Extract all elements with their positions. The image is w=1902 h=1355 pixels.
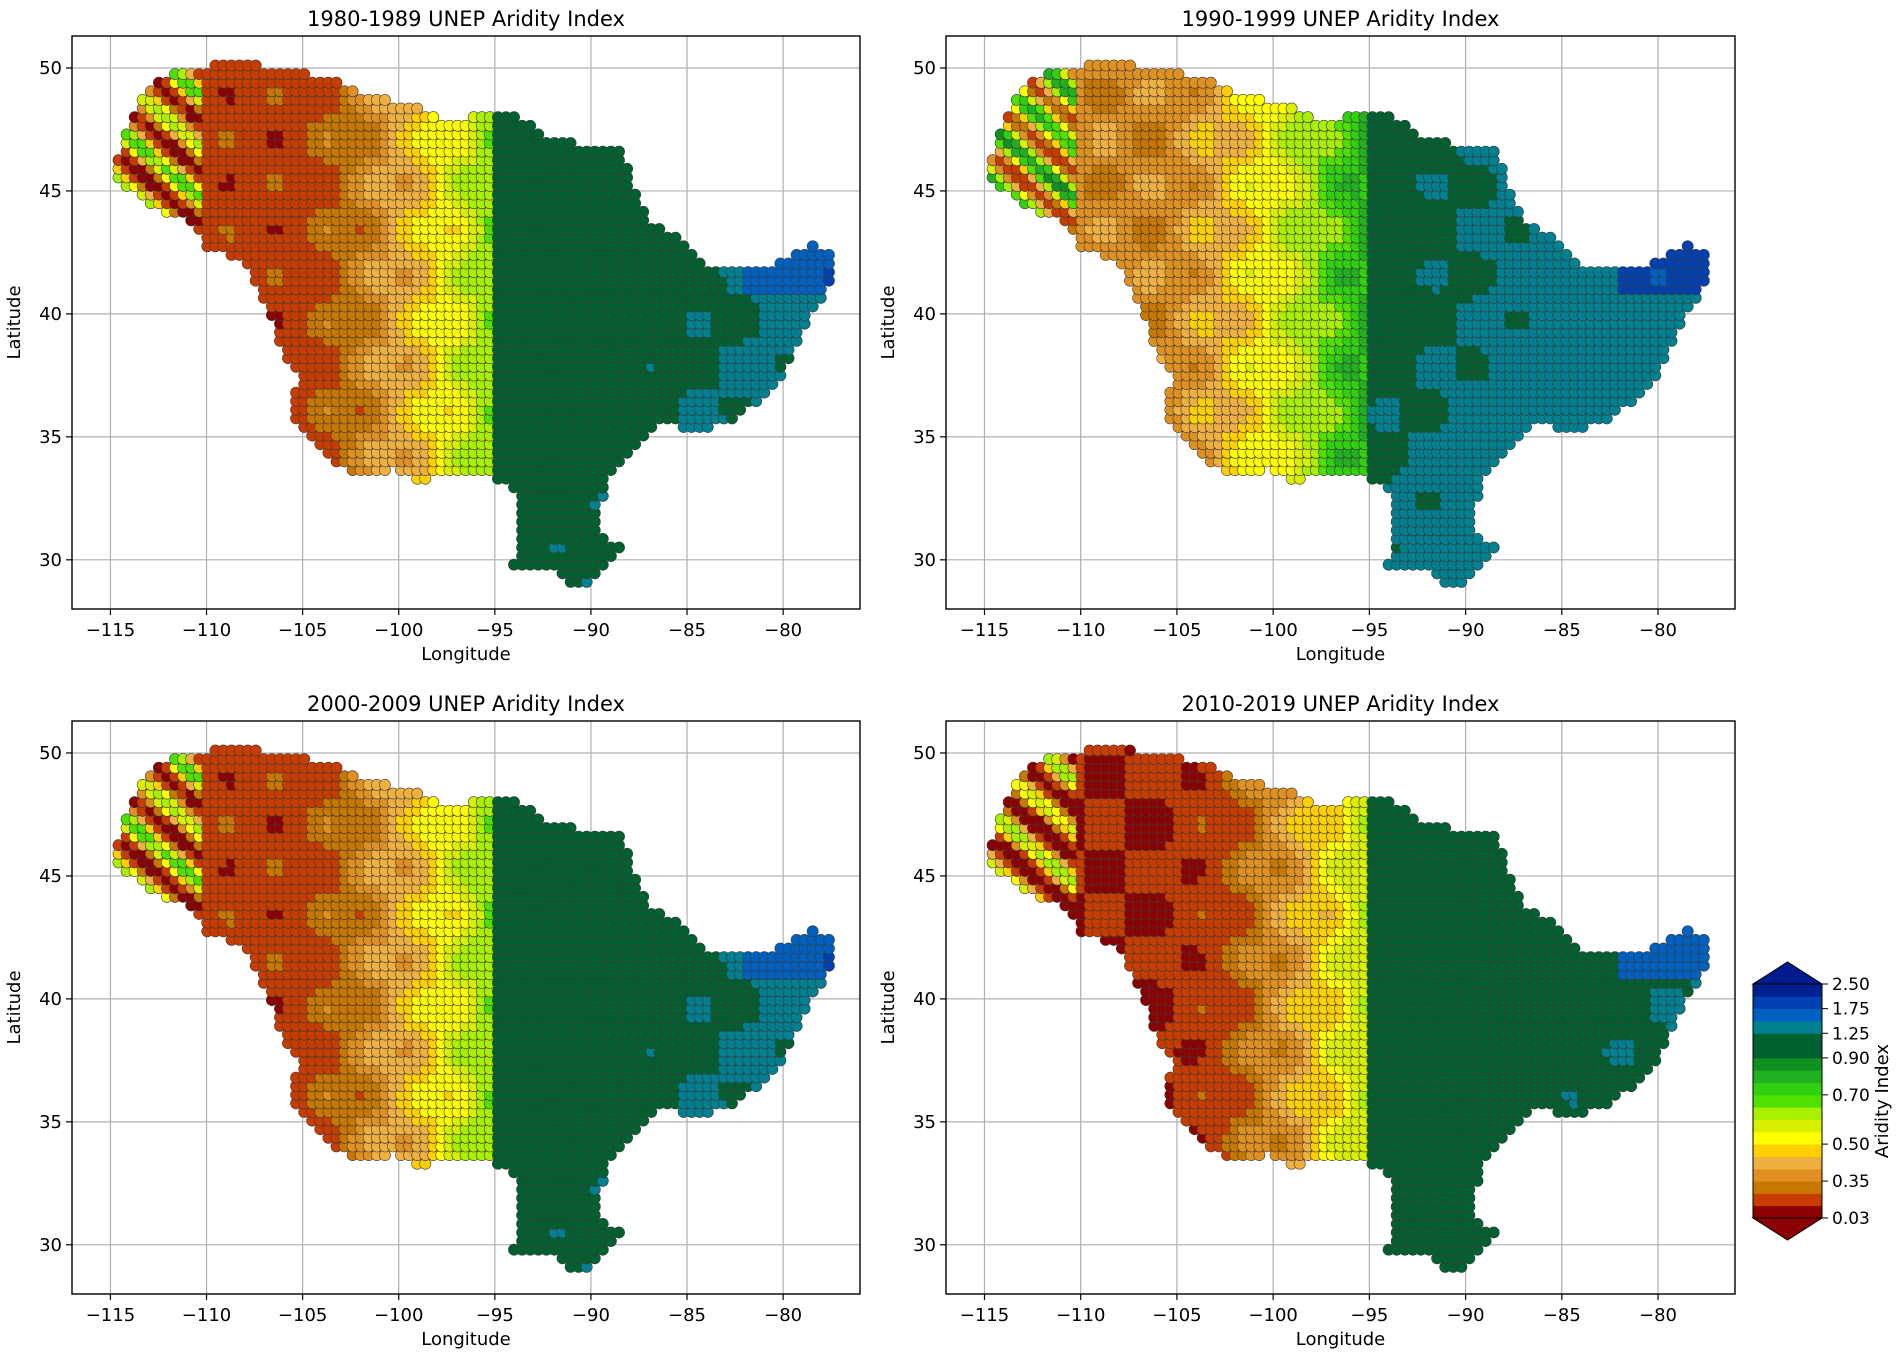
grid-point xyxy=(1544,231,1557,244)
x-tick-label: −95 xyxy=(476,620,514,641)
panel-1990-1999: 1990-1999 UNEP Aridity Index Longitude L… xyxy=(878,7,1736,665)
grid-point xyxy=(596,533,609,545)
grid-point xyxy=(249,59,262,72)
grid-point xyxy=(508,111,520,124)
x-tick-label: −115 xyxy=(86,620,135,641)
grid-point xyxy=(669,231,682,244)
x-tick-label: −100 xyxy=(374,620,423,641)
y-axis-label: Latitude xyxy=(4,285,25,359)
grid-point xyxy=(653,223,666,235)
grid-point xyxy=(346,85,359,98)
grid-point xyxy=(613,541,625,554)
x-tick-label: −80 xyxy=(764,620,802,641)
grid-point xyxy=(677,240,690,253)
grid-point xyxy=(1560,248,1573,261)
grid-point xyxy=(524,119,537,132)
grid-point xyxy=(378,94,391,106)
x-tick-label: −110 xyxy=(182,620,231,641)
x-axis-label: Longitude xyxy=(421,644,511,665)
grid-point xyxy=(1487,541,1500,554)
grid-point xyxy=(613,145,625,158)
grid-point xyxy=(1528,223,1540,235)
y-tick-label: 35 xyxy=(39,427,62,448)
data-points xyxy=(986,59,1710,588)
grid-point xyxy=(330,76,343,89)
panel-1980-1989: 1980-1989 UNEP Aridity Index Longitude L… xyxy=(4,7,861,665)
y-tick-label: 50 xyxy=(39,58,62,79)
grid-point xyxy=(298,68,311,80)
grid-point xyxy=(693,257,706,270)
grid-point xyxy=(1471,533,1484,545)
grid-point xyxy=(1512,205,1524,218)
grid-point xyxy=(1503,188,1516,201)
x-tick-label: −105 xyxy=(278,620,327,641)
grid-point xyxy=(564,137,577,149)
x-tick-label: −90 xyxy=(572,620,610,641)
grid-point xyxy=(685,248,698,261)
data-points xyxy=(112,59,835,588)
panel-title: 1980-1989 UNEP Aridity Index xyxy=(307,7,625,31)
x-tick-label: −85 xyxy=(668,620,706,641)
grid-point xyxy=(427,111,440,124)
x-axis-label: Longitude xyxy=(1296,644,1386,665)
grid-point xyxy=(806,240,819,253)
grid-point xyxy=(411,102,424,115)
y-tick-label: 30 xyxy=(39,550,62,571)
y-tick-label: 40 xyxy=(39,304,62,325)
y-axis-label: Latitude xyxy=(878,285,899,359)
grid-point xyxy=(532,128,545,141)
grid-point xyxy=(621,162,633,175)
grid-point xyxy=(823,248,835,261)
grid-point xyxy=(1552,240,1565,253)
grid-point xyxy=(1697,248,1710,261)
grid-point xyxy=(637,205,650,218)
panel-title: 1990-1999 UNEP Aridity Index xyxy=(1182,7,1500,31)
grid-point xyxy=(1568,257,1581,270)
grid-point xyxy=(629,188,641,201)
grid-point xyxy=(1681,240,1694,253)
y-tick-label: 45 xyxy=(39,181,62,202)
